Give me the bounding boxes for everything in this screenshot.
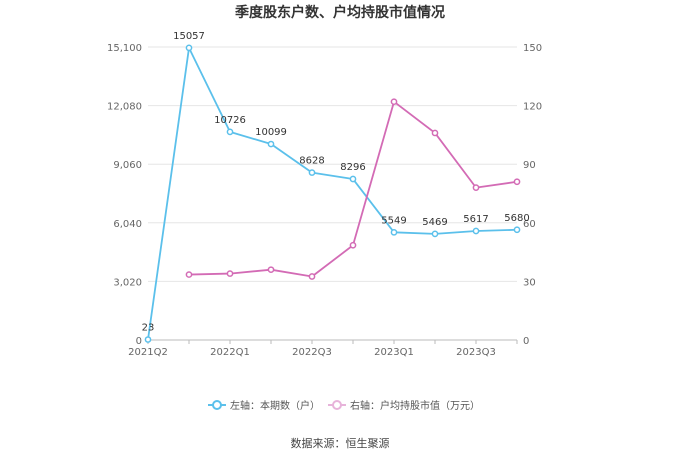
data-label: 5617 <box>463 214 488 225</box>
series-line-left <box>147 46 518 340</box>
left-axis-tick-label: 12,080 <box>107 102 142 113</box>
series-layer <box>144 44 521 343</box>
data-point-right[interactable] <box>226 270 234 277</box>
x-axis-tick-label: 2023Q1 <box>374 347 414 358</box>
data-point-left[interactable] <box>431 230 439 238</box>
data-point-right[interactable] <box>267 266 275 274</box>
right-axis-tick-label: 0 <box>523 336 529 347</box>
data-label: 15057 <box>173 31 205 42</box>
data-label: 10726 <box>214 115 246 126</box>
chart-title: 季度股东户数、户均持股市值情况 <box>234 4 445 21</box>
data-point-right[interactable] <box>431 129 439 137</box>
data-label: 23 <box>142 323 155 334</box>
data-point-right[interactable] <box>472 184 480 191</box>
x-axis-tick-label: 2023Q3 <box>456 347 496 358</box>
right-axis-tick-label: 150 <box>523 43 542 54</box>
data-point-left[interactable] <box>390 228 398 236</box>
x-axis-tick-label: 2022Q1 <box>210 347 250 358</box>
legend-item-right-series[interactable]: 右轴：户均持股市值（万元） <box>328 399 480 412</box>
data-point-left[interactable] <box>513 226 521 234</box>
series-line-right <box>188 100 518 278</box>
legend: 左轴：本期数（户） 右轴：户均持股市值（万元） <box>208 399 480 412</box>
left-axis-tick-label: 9,060 <box>113 160 142 171</box>
data-point-left[interactable] <box>308 169 316 176</box>
data-point-right[interactable] <box>390 98 398 106</box>
right-axis-tick-label: 60 <box>523 219 536 230</box>
data-point-left[interactable] <box>267 140 275 148</box>
data-point-right[interactable] <box>185 271 193 278</box>
data-point-left[interactable] <box>144 336 152 343</box>
data-point-left[interactable] <box>226 128 234 136</box>
data-label: 5680 <box>504 213 529 224</box>
x-axis-tick-label: 2021Q2 <box>128 347 168 358</box>
gridlines <box>148 46 517 282</box>
left-axis-tick-label: 3,020 <box>113 277 142 288</box>
data-label: 8628 <box>299 156 324 167</box>
left-axis-tick-label: 6,040 <box>113 219 142 230</box>
data-label: 8296 <box>340 162 365 173</box>
data-label: 5549 <box>381 215 406 226</box>
data-point-right[interactable] <box>308 273 316 280</box>
left-axis-tick-label: 0 <box>136 336 142 347</box>
x-axis-tick-label: 2022Q3 <box>292 347 332 358</box>
data-point-left[interactable] <box>349 175 357 183</box>
axes: 0 3,020 6,040 9,060 12,080 15,100 0 30 60 90 120 15… <box>107 43 542 358</box>
data-labels: 23 15057 10726 10099 8628 8296 5549 5469 5617 568… <box>142 31 530 334</box>
legend-item-left-series[interactable]: 左轴：本期数（户） <box>208 399 320 412</box>
data-point-left[interactable] <box>185 44 193 52</box>
data-point-left[interactable] <box>472 227 480 235</box>
right-axis-tick-label: 90 <box>523 160 536 171</box>
data-label: 5469 <box>422 217 447 228</box>
data-label: 10099 <box>255 127 287 138</box>
legend-label-left-series: 左轴：本期数（户） <box>230 399 320 412</box>
data-point-right[interactable] <box>513 178 521 186</box>
right-axis-tick-label: 120 <box>523 102 542 113</box>
left-axis-tick-label: 15,100 <box>107 43 142 54</box>
data-point-right[interactable] <box>349 241 357 249</box>
legend-swatch-marker-left <box>212 400 222 410</box>
right-axis-tick-label: 30 <box>523 277 536 288</box>
legend-swatch-marker-right <box>332 400 342 410</box>
source-note: 数据来源：恒生聚源 <box>291 436 390 450</box>
legend-label-right-series: 右轴：户均持股市值（万元） <box>350 399 480 412</box>
